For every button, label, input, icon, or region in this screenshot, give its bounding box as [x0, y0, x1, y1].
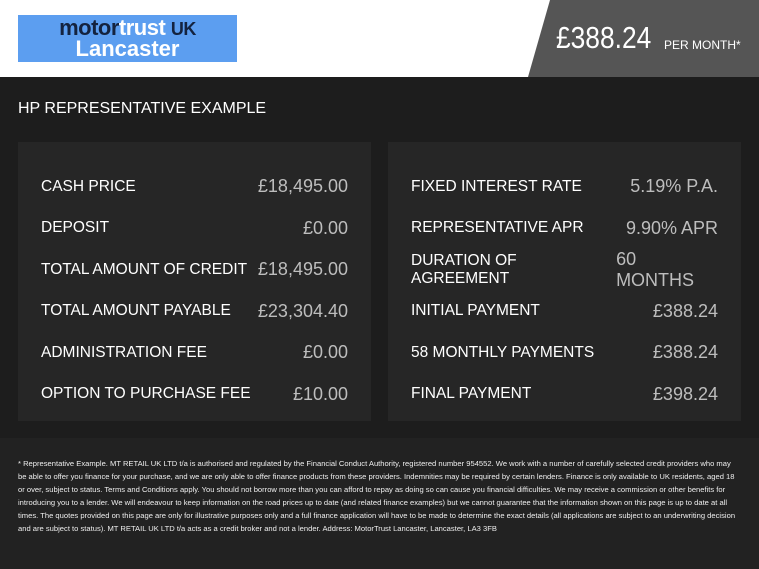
finance-value: £18,495.00: [257, 259, 348, 280]
finance-label: FINAL PAYMENT: [411, 385, 532, 403]
finance-label: 58 MONTHLY PAYMENTS: [411, 343, 595, 361]
finance-value: £23,304.40: [257, 300, 348, 321]
header: motortrust UK Lancaster £388.24 PER MONT…: [0, 0, 759, 77]
disclaimer: * Representative Example. MT RETAIL UK L…: [0, 438, 759, 569]
finance-value: £388.24: [652, 342, 718, 363]
finance-value: £18,495.00: [257, 176, 348, 197]
monthly-price: £388.24: [556, 20, 652, 55]
section-title: HP REPRESENTATIVE EXAMPLE: [18, 100, 267, 117]
finance-value: 60 MONTHS: [616, 248, 695, 290]
finance-row: DURATION OF AGREEMENT 60 MONTHS: [411, 249, 718, 291]
finance-row: FINAL PAYMENT £398.24: [411, 374, 718, 416]
monthly-price-box: £388.24 PER MONTH*: [528, 0, 759, 77]
finance-row: DEPOSIT £0.00: [41, 208, 348, 250]
finance-label: FIXED INTEREST RATE: [411, 177, 582, 195]
logo-motor: motor: [59, 15, 119, 40]
finance-label: REPRESENTATIVE APR: [411, 219, 584, 237]
logo-trust: trust: [118, 15, 166, 40]
finance-row: TOTAL AMOUNT PAYABLE £23,304.40: [41, 291, 348, 333]
logo-location: Lancaster: [75, 36, 180, 61]
finance-label: CASH PRICE: [41, 177, 136, 195]
finance-row: REPRESENTATIVE APR 9.90% APR: [411, 208, 718, 250]
finance-label: DURATION OF AGREEMENT: [411, 251, 517, 287]
finance-value: £10.00: [292, 383, 348, 404]
finance-value: £398.24: [652, 383, 718, 404]
finance-panel-right: FIXED INTEREST RATE 5.19% P.A. REPRESENTAT…: [388, 142, 741, 421]
finance-row: FIXED INTEREST RATE 5.19% P.A.: [411, 166, 718, 208]
finance-row: 58 MONTHLY PAYMENTS £388.24: [411, 332, 718, 374]
finance-value: 9.90% APR: [625, 217, 718, 238]
finance-label: TOTAL AMOUNT OF CREDIT: [41, 260, 248, 278]
finance-value: £388.24: [652, 300, 718, 321]
finance-row: TOTAL AMOUNT OF CREDIT £18,495.00: [41, 249, 348, 291]
finance-panel-left: CASH PRICE £18,495.00 DEPOSIT £0.00 TOTAL AM…: [18, 142, 371, 421]
finance-value: £0.00: [302, 217, 348, 238]
finance-value: 5.19% P.A.: [630, 176, 718, 197]
finance-label: DEPOSIT: [41, 219, 110, 237]
finance-row: ADMINISTRATION FEE £0.00: [41, 332, 348, 374]
dealer-logo[interactable]: motortrust UK Lancaster: [18, 15, 237, 62]
finance-label: OPTION TO PURCHASE FEE: [41, 385, 251, 403]
finance-row: OPTION TO PURCHASE FEE £10.00: [41, 374, 348, 416]
per-month-label: PER MONTH*: [664, 38, 741, 52]
finance-label: INITIAL PAYMENT: [411, 302, 540, 320]
finance-row: CASH PRICE £18,495.00: [41, 166, 348, 208]
finance-row: INITIAL PAYMENT £388.24: [411, 291, 718, 333]
logo-uk: UK: [170, 19, 197, 39]
finance-label: TOTAL AMOUNT PAYABLE: [41, 302, 231, 320]
finance-label: ADMINISTRATION FEE: [41, 343, 207, 361]
finance-value: £0.00: [302, 342, 348, 363]
